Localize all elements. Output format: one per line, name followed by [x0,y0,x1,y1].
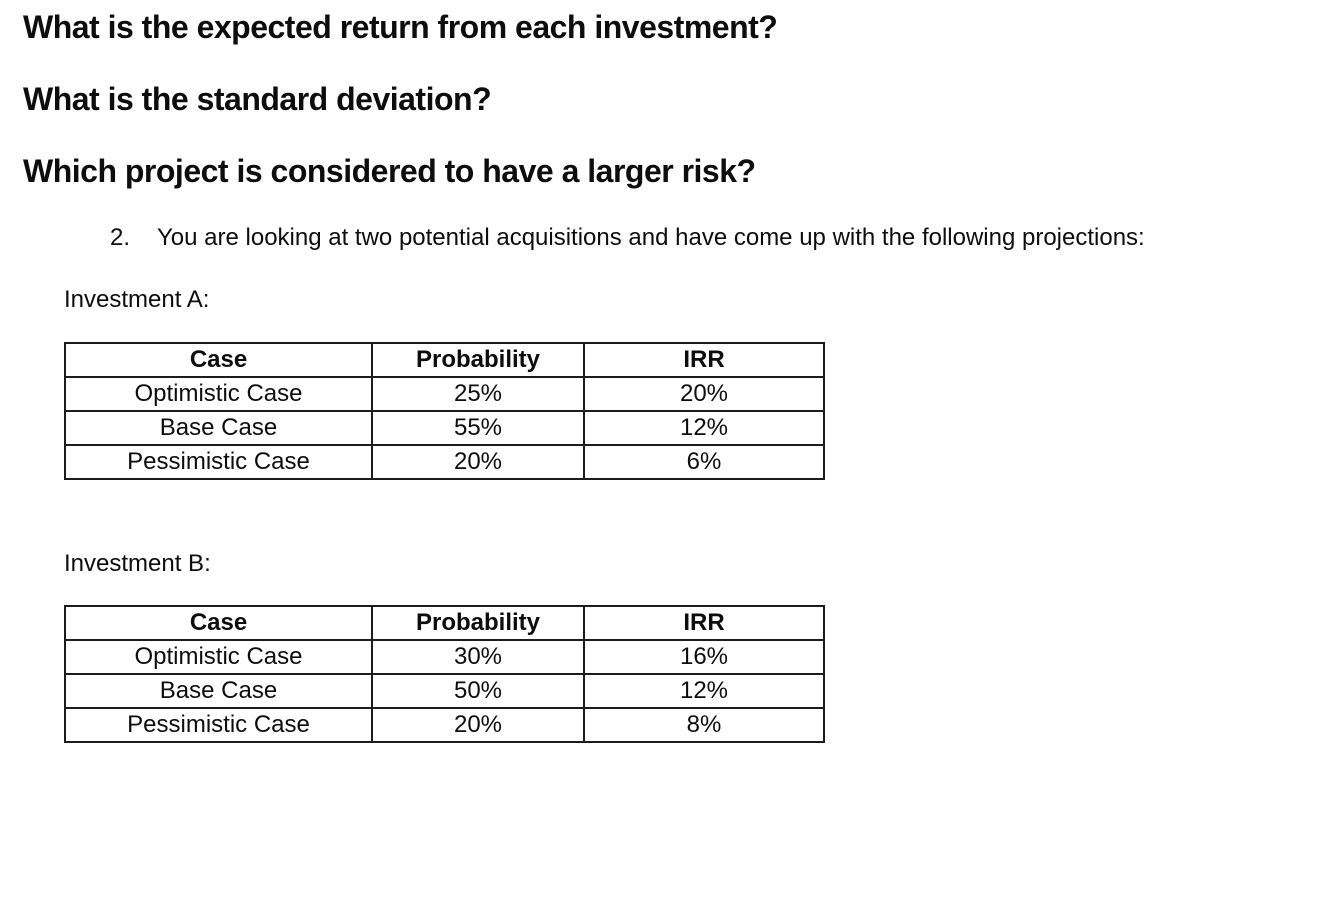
question-standard-deviation: What is the standard deviation? [23,81,492,117]
table-cell: Optimistic Case [64,639,373,675]
table-row: Pessimistic Case 20% 6% [64,444,825,480]
investment-a-table: Case Probability IRR Optimistic Case 25%… [64,342,825,480]
table-header-row: Case Probability IRR [64,342,825,378]
table-row: Base Case 50% 12% [64,673,825,709]
col-header-probability: Probability [371,342,585,378]
investment-b-table: Case Probability IRR Optimistic Case 30%… [64,605,825,743]
table-cell: 50% [371,673,585,709]
col-header-irr: IRR [583,605,825,641]
problem-statement: You are looking at two potential acquisi… [157,224,1145,251]
table-cell: Pessimistic Case [64,707,373,743]
table-cell: 6% [583,444,825,480]
list-item-number: 2. [110,224,131,251]
investment-b-label: Investment B: [64,550,211,577]
table-header-row: Case Probability IRR [64,605,825,641]
col-header-case: Case [64,342,373,378]
table-cell: 55% [371,410,585,446]
question-expected-return: What is the expected return from each in… [23,9,778,45]
table-row: Base Case 55% 12% [64,410,825,446]
table-cell: 8% [583,707,825,743]
question-larger-risk: Which project is considered to have a la… [23,153,756,189]
table-row: Pessimistic Case 20% 8% [64,707,825,743]
table-row: Optimistic Case 25% 20% [64,376,825,412]
table-cell: 20% [371,444,585,480]
table-cell: 20% [583,376,825,412]
col-header-case: Case [64,605,373,641]
table-cell: 16% [583,639,825,675]
table-cell: Optimistic Case [64,376,373,412]
col-header-irr: IRR [583,342,825,378]
table-cell: Base Case [64,673,373,709]
table-cell: 12% [583,410,825,446]
table-cell: Base Case [64,410,373,446]
table-cell: 20% [371,707,585,743]
investment-a-label: Investment A: [64,286,210,313]
table-cell: Pessimistic Case [64,444,373,480]
table-cell: 25% [371,376,585,412]
table-row: Optimistic Case 30% 16% [64,639,825,675]
table-cell: 12% [583,673,825,709]
table-cell: 30% [371,639,585,675]
col-header-probability: Probability [371,605,585,641]
problem-item-2: 2. You are looking at two potential acqu… [110,224,1145,253]
